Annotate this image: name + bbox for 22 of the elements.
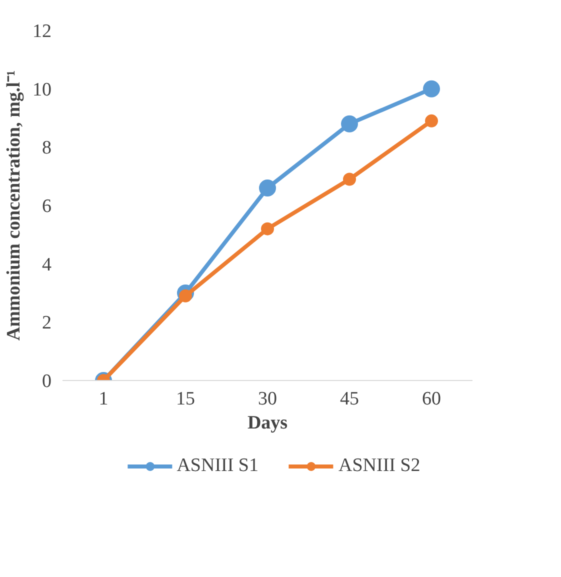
x-tick-label: 15 bbox=[176, 388, 195, 410]
y-axis-title: Ammonium concentration, mg.l⁻¹ bbox=[4, 70, 24, 341]
y-tick-label: 6 bbox=[42, 196, 52, 217]
x-tick-label: 30 bbox=[258, 388, 277, 410]
x-tick-label: 1 bbox=[98, 388, 108, 410]
point bbox=[423, 80, 440, 98]
legend-label: ASNIII S1 bbox=[176, 455, 258, 477]
y-tick-label: 12 bbox=[32, 21, 52, 42]
x-tick-label: 45 bbox=[340, 388, 359, 410]
y-tick-label: 2 bbox=[42, 312, 52, 334]
y-tick-label: 8 bbox=[42, 138, 52, 159]
point bbox=[425, 114, 438, 128]
point bbox=[259, 180, 276, 196]
y-tick-label: 10 bbox=[32, 79, 52, 100]
legend-label: ASNIII S2 bbox=[338, 455, 420, 477]
x-axis-title: Days bbox=[247, 412, 288, 434]
point bbox=[261, 222, 274, 236]
y-tick-label: 0 bbox=[42, 371, 52, 392]
y-tick-label: 4 bbox=[42, 254, 52, 276]
point bbox=[343, 172, 356, 186]
point bbox=[341, 115, 358, 132]
x-tick-label: 60 bbox=[422, 388, 441, 410]
